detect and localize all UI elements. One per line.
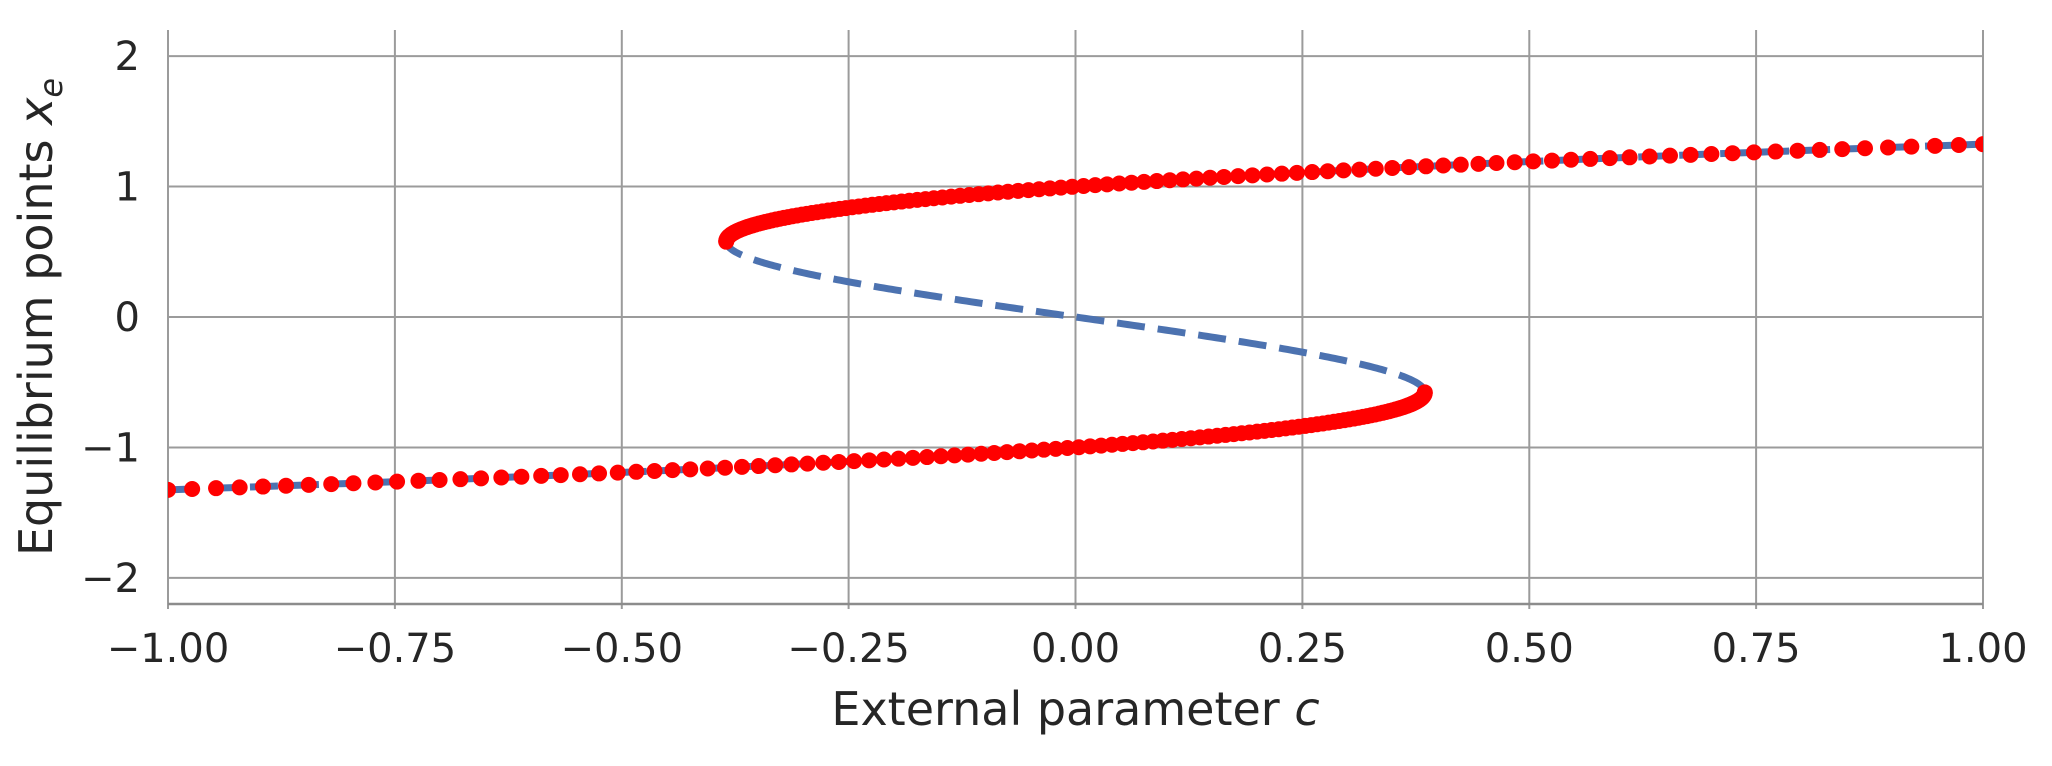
y-axis-label-subscript: e <box>32 77 71 98</box>
svg-text:0.75: 0.75 <box>1712 626 1801 672</box>
y-tick-labels: −2 −1 0 1 2 <box>81 34 140 602</box>
svg-text:0.50: 0.50 <box>1485 626 1574 672</box>
stable-equilibria-dots <box>168 136 1983 498</box>
svg-text:2: 2 <box>115 34 140 80</box>
svg-text:1: 1 <box>115 165 140 211</box>
svg-text:−1: −1 <box>81 426 140 472</box>
svg-text:−0.25: −0.25 <box>787 626 910 672</box>
grid-vertical-lines <box>167 30 1984 609</box>
svg-text:1.00: 1.00 <box>1938 626 2027 672</box>
svg-text:−2: −2 <box>81 556 140 602</box>
svg-text:0.00: 0.00 <box>1031 626 1120 672</box>
x-axis-label-text: External parameter <box>831 682 1295 736</box>
svg-text:0: 0 <box>115 295 140 341</box>
svg-text:−1.00: −1.00 <box>107 626 230 672</box>
x-axis-label: External parameter c <box>168 682 1983 736</box>
y-axis-label-text: Equilibrium points <box>9 124 63 557</box>
svg-text:−0.75: −0.75 <box>334 626 457 672</box>
x-tick-labels: −1.00 −0.75 −0.50 −0.25 0.00 0.25 0.50 0.75 1.00 <box>107 626 2028 672</box>
y-axis-label-var: x <box>9 97 63 125</box>
svg-text:−0.50: −0.50 <box>561 626 684 672</box>
x-axis-label-var: c <box>1294 682 1320 736</box>
svg-text:0.25: 0.25 <box>1258 626 1347 672</box>
y-axis-label: Equilibrium points xe <box>9 78 70 557</box>
